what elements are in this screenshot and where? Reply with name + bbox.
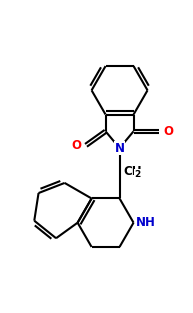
Text: CH: CH (124, 165, 142, 178)
Text: O: O (72, 139, 82, 152)
Text: O: O (163, 125, 173, 138)
Text: 2: 2 (134, 170, 141, 179)
Text: NH: NH (136, 216, 156, 229)
Text: N: N (115, 141, 124, 155)
